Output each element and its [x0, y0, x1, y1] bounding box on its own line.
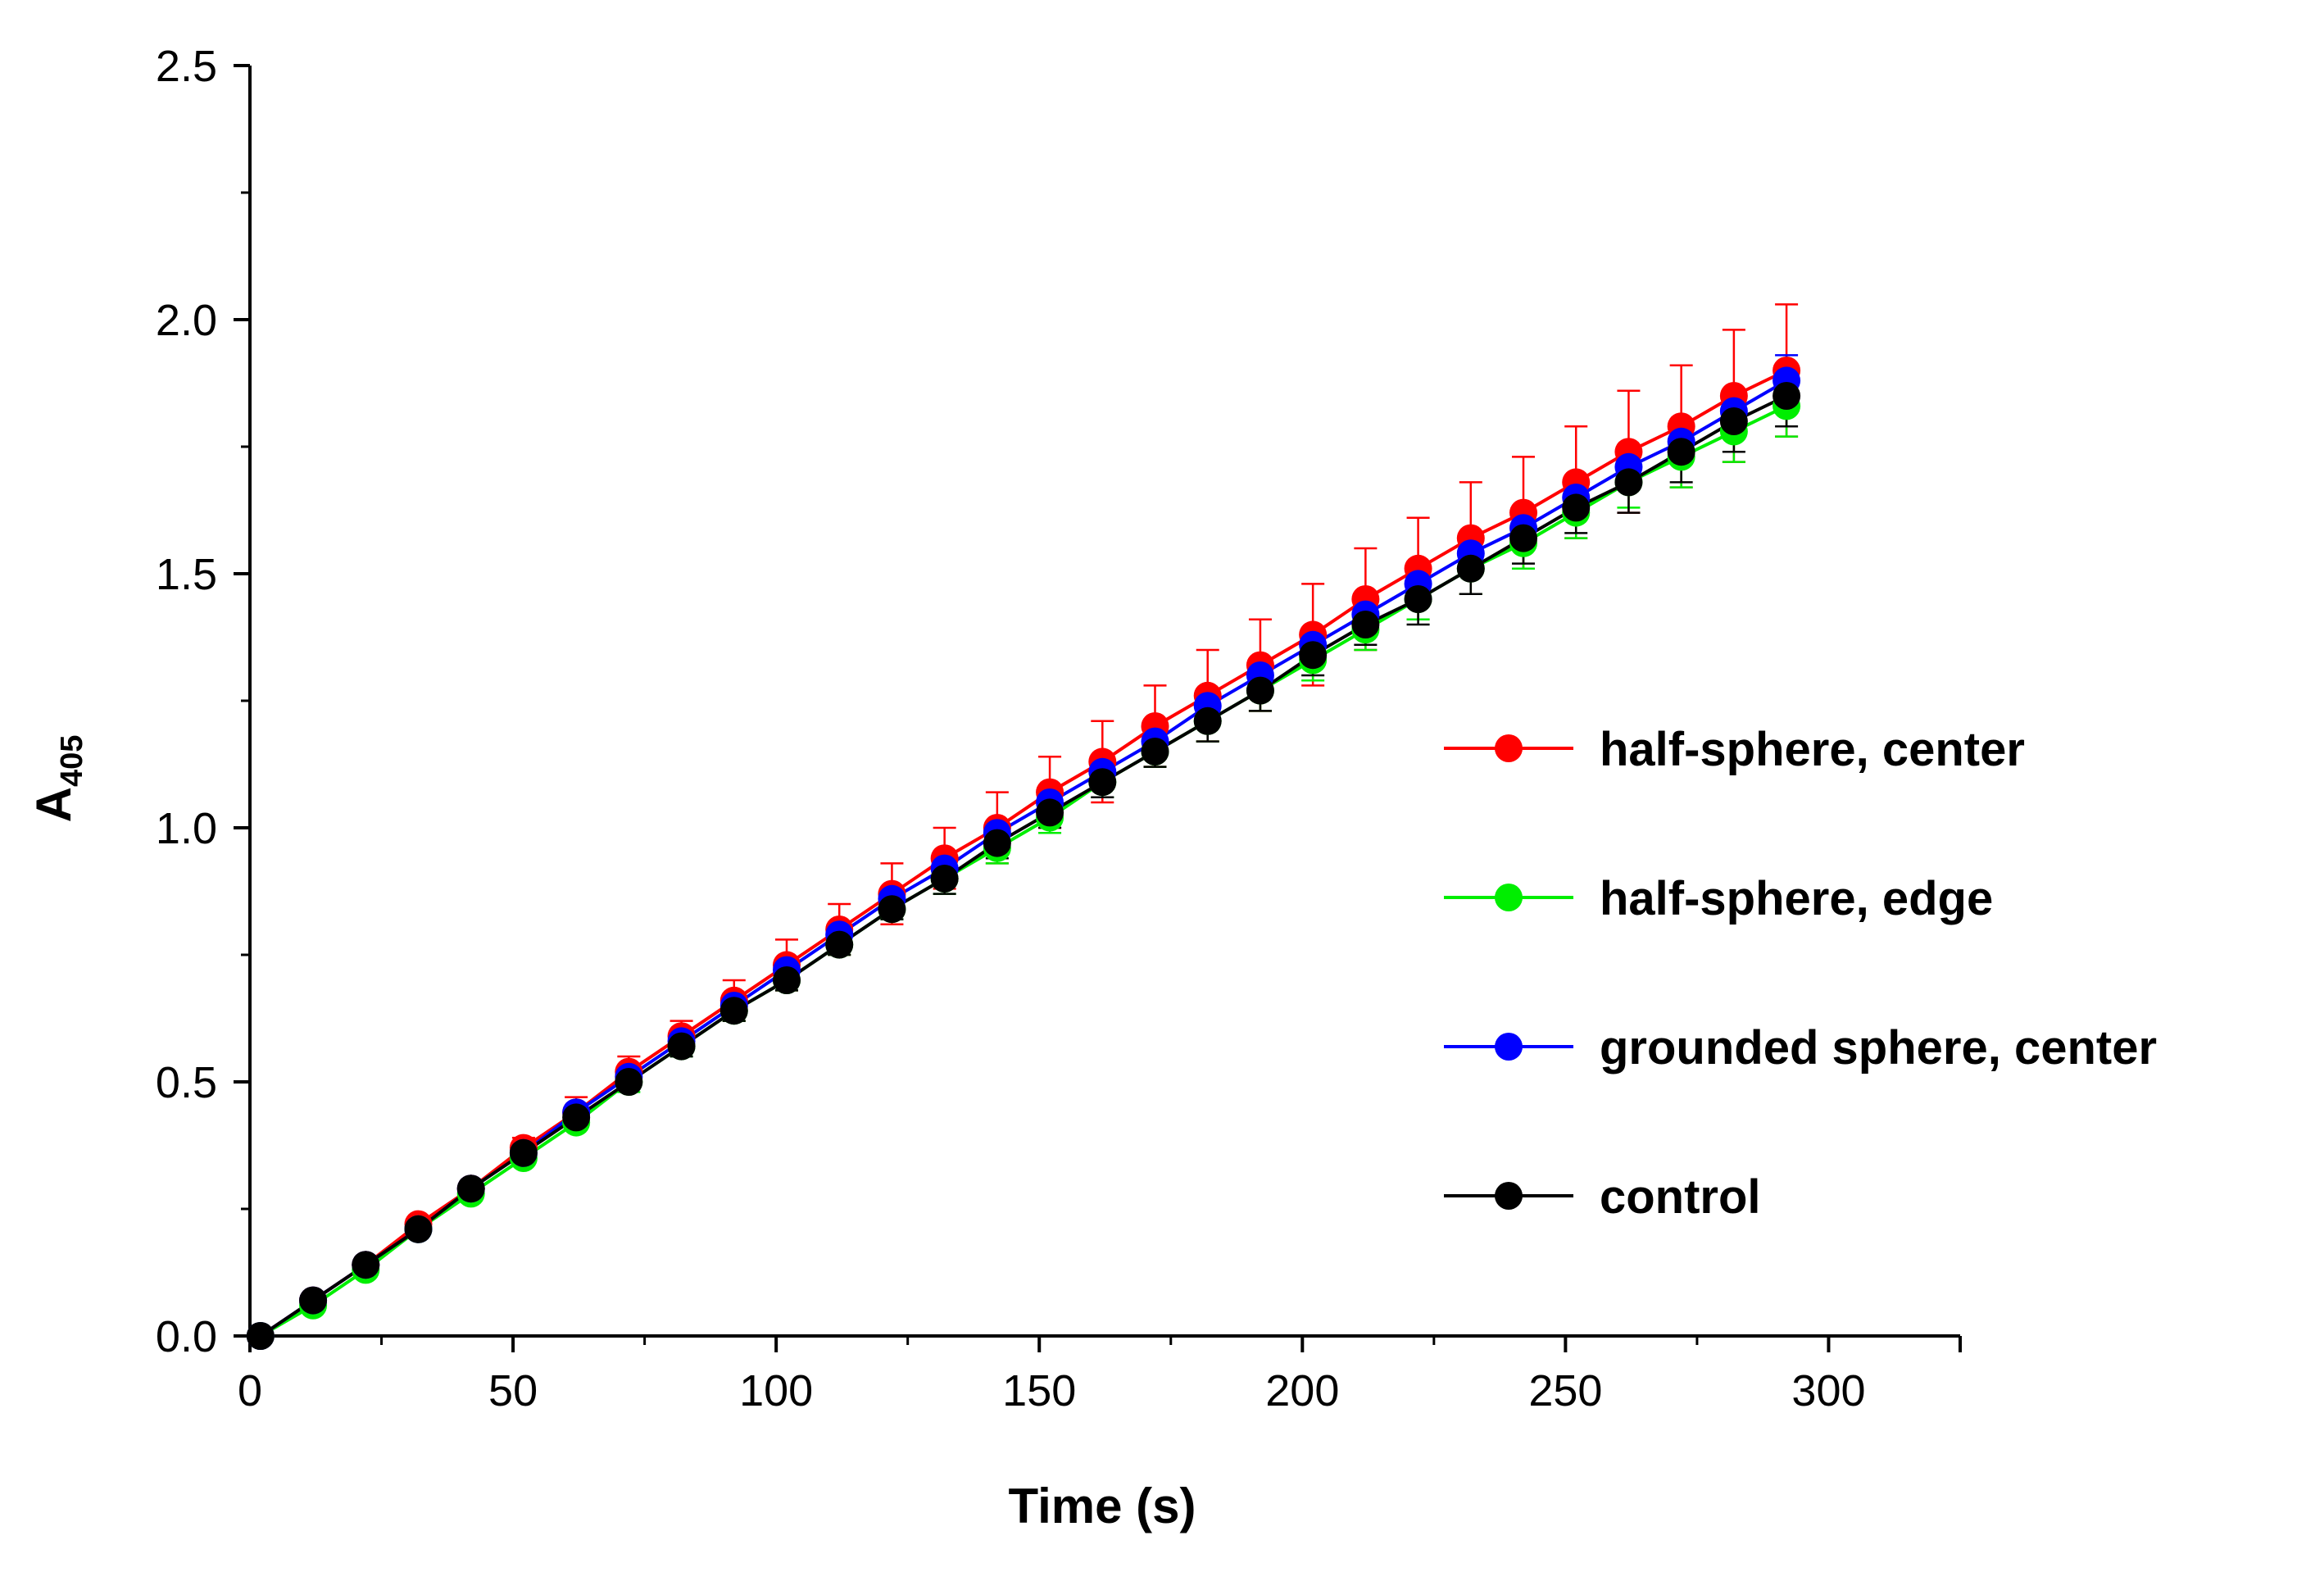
data-point [825, 930, 854, 959]
data-point [667, 1032, 696, 1061]
legend-label: half-sphere, edge [1600, 872, 1993, 925]
data-markers [246, 357, 1801, 1350]
data-point [719, 997, 748, 1025]
y-tick-label: 2.5 [156, 42, 217, 91]
data-point [615, 1068, 643, 1096]
data-point [1351, 611, 1380, 638]
y-axis-title-subscript: 405 [55, 735, 89, 787]
x-tick-label: 50 [488, 1366, 538, 1415]
y-tick-label: 1.0 [156, 804, 217, 853]
data-point [878, 895, 906, 924]
data-point [246, 1322, 275, 1350]
x-tick-label: 100 [739, 1366, 813, 1415]
data-point [1562, 493, 1591, 522]
data-point [1246, 676, 1274, 705]
data-point [1404, 585, 1432, 613]
y-tick-label: 1.5 [156, 550, 217, 599]
legend: half-sphere, center half-sphere, edge grou… [1444, 723, 2157, 1224]
legend-marker [1495, 1182, 1523, 1210]
data-point [1299, 641, 1328, 670]
x-tick-label: 150 [1002, 1366, 1076, 1415]
x-tick-label: 300 [1791, 1366, 1865, 1415]
y-tick-label: 0.5 [156, 1058, 217, 1107]
data-point [1773, 382, 1801, 410]
data-point [1036, 798, 1064, 827]
y-tick-label: 0.0 [156, 1312, 217, 1361]
data-point [1141, 738, 1169, 766]
x-tick-label: 200 [1265, 1366, 1339, 1415]
data-point [1456, 554, 1485, 583]
legend-marker [1495, 884, 1523, 911]
data-point [1509, 524, 1538, 552]
data-point [509, 1138, 538, 1167]
legend-marker [1495, 734, 1523, 762]
x-tick-label: 250 [1528, 1366, 1602, 1415]
data-point [456, 1174, 485, 1203]
data-point [562, 1103, 591, 1132]
legend-label: half-sphere, center [1600, 723, 2025, 776]
x-tick-label: 0 [238, 1366, 262, 1415]
y-tick-label: 2.0 [156, 296, 217, 345]
y-axis-title: A405 [26, 735, 89, 823]
y-axis-title-main: A [26, 787, 81, 822]
legend-label: control [1600, 1170, 1761, 1224]
data-point [299, 1286, 328, 1315]
data-point [1088, 768, 1117, 797]
data-point [1193, 706, 1222, 735]
data-point [1667, 438, 1695, 466]
x-axis-title: Time (s) [1009, 1479, 1196, 1533]
axes: 0 50 100 150 200 250 300 0.0 0.5 1.0 1.5 2.0 2.5 [156, 42, 1962, 1415]
legend-marker [1495, 1033, 1523, 1061]
data-point [772, 966, 801, 994]
data-point [983, 829, 1011, 857]
data-point [1719, 407, 1748, 435]
data-point [404, 1215, 433, 1243]
series-lines [259, 369, 1788, 1338]
data-point [1614, 468, 1643, 497]
data-point [930, 865, 959, 893]
series-line [259, 369, 1787, 1338]
axis-labels: Time (s) A405 [26, 735, 1196, 1533]
data-point [352, 1251, 380, 1279]
legend-label: grounded sphere, center [1600, 1021, 2157, 1075]
